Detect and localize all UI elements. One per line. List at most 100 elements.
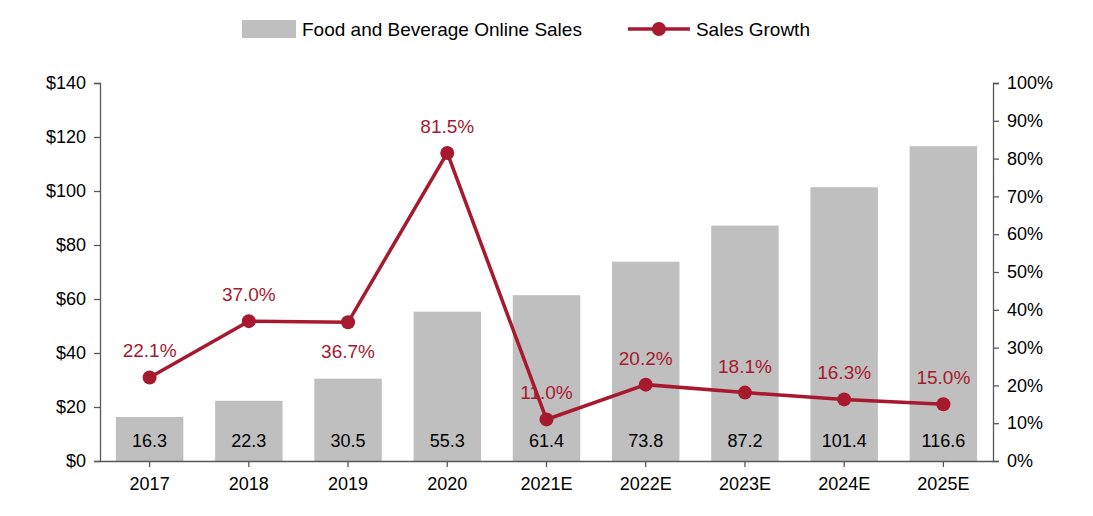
marker: [242, 314, 256, 328]
tick-label: 10%: [1007, 413, 1043, 433]
tick-mark: [94, 299, 100, 300]
tick-mark: [447, 461, 448, 467]
bar: [513, 295, 580, 461]
tick-mark: [149, 461, 150, 467]
tick-label: $120: [46, 127, 86, 147]
tick-mark: [993, 158, 999, 159]
line-label: 22.1%: [123, 340, 177, 361]
tick-label: $20: [56, 397, 86, 417]
axis-line: [994, 84, 1000, 462]
bar-label: 16.3: [132, 431, 167, 451]
tick-mark: [943, 461, 944, 467]
tick: 30%: [993, 338, 1043, 358]
marker: [639, 378, 653, 392]
x-axis: 20172018201920202021E2022E2023E2024E2025…: [101, 461, 994, 494]
line: [150, 153, 944, 419]
tick-label: 2023E: [719, 474, 771, 494]
legend-marker: [652, 22, 666, 36]
tick: $80: [56, 235, 100, 255]
tick-label: 2018: [229, 474, 269, 494]
tick-mark: [546, 461, 547, 467]
tick-label: 2017: [130, 474, 170, 494]
tick: $100: [46, 181, 100, 201]
tick-mark: [94, 461, 100, 462]
marker: [738, 386, 752, 400]
tick-mark: [993, 196, 999, 197]
marker: [936, 397, 950, 411]
tick-label: $140: [46, 73, 86, 93]
tick-mark: [993, 461, 999, 462]
tick: 20%: [993, 376, 1043, 396]
tick-mark: [645, 461, 646, 467]
legend-swatch: [242, 20, 296, 38]
tick: 2021E: [520, 461, 572, 494]
plot-area: [116, 146, 977, 461]
bar: [314, 379, 381, 461]
tick-label: 80%: [1007, 149, 1043, 169]
tick-mark: [347, 461, 348, 467]
tick-mark: [993, 83, 999, 84]
tick-mark: [993, 234, 999, 235]
tick-label: 60%: [1007, 224, 1043, 244]
tick: 2025E: [917, 461, 969, 494]
bar-label: 87.2: [727, 431, 762, 451]
tick: 50%: [993, 262, 1043, 282]
data-labels: 16.322.330.555.361.473.887.2101.4116.622…: [123, 116, 971, 451]
bar-label: 30.5: [331, 431, 366, 451]
tick-label: 2019: [328, 474, 368, 494]
tick: 70%: [993, 187, 1043, 207]
chart: 16.322.330.555.361.473.887.2101.4116.622…: [0, 0, 1093, 516]
tick-mark: [993, 347, 999, 348]
tick-mark: [993, 310, 999, 311]
line-label: 36.7%: [321, 341, 375, 362]
tick-label: 70%: [1007, 187, 1043, 207]
tick-label: 2020: [427, 474, 467, 494]
tick: 2017: [130, 461, 170, 494]
bar-label: 116.6: [922, 431, 966, 451]
bar-label: 101.4: [822, 431, 867, 451]
tick-label: 90%: [1007, 111, 1043, 131]
tick: $120: [46, 127, 100, 147]
tick-label: 0%: [1007, 451, 1033, 471]
tick: 90%: [993, 111, 1043, 131]
legend-item: Food and Beverage Online Sales: [242, 19, 582, 40]
bar: [910, 146, 977, 461]
tick: 2019: [328, 461, 368, 494]
bar: [215, 401, 282, 461]
tick-label: 2025E: [917, 474, 969, 494]
tick-label: 2024E: [818, 474, 870, 494]
tick-label: $0: [66, 451, 86, 471]
legend-label: Food and Beverage Online Sales: [302, 19, 582, 40]
tick-label: 30%: [1007, 338, 1043, 358]
tick: 60%: [993, 224, 1043, 244]
tick-mark: [94, 137, 100, 138]
tick-mark: [94, 245, 100, 246]
legend: Food and Beverage Online Sales Sales Grow…: [242, 19, 810, 40]
bar-label: 73.8: [628, 431, 663, 451]
tick: 40%: [993, 300, 1043, 320]
tick-label: 2021E: [520, 474, 572, 494]
bar-label: 61.4: [529, 431, 564, 451]
tick: 0%: [993, 451, 1033, 471]
tick-mark: [993, 385, 999, 386]
tick: $60: [56, 289, 100, 309]
bar: [116, 417, 183, 461]
tick-label: $40: [56, 343, 86, 363]
marker: [143, 370, 157, 384]
bar: [810, 187, 877, 461]
tick-label: 40%: [1007, 300, 1043, 320]
line-label: 20.2%: [619, 348, 673, 369]
y2-axis: 0%10%20%30%40%50%60%70%80%90%100%: [993, 73, 1053, 471]
legend-item: Sales Growth: [628, 19, 810, 40]
marker: [440, 146, 454, 160]
tick-mark: [993, 121, 999, 122]
tick-label: $60: [56, 289, 86, 309]
tick-mark: [844, 461, 845, 467]
tick-label: $80: [56, 235, 86, 255]
tick-label: 50%: [1007, 262, 1043, 282]
legend-label: Sales Growth: [696, 19, 810, 40]
tick-mark: [94, 83, 100, 84]
line-label: 11.0%: [520, 382, 573, 403]
marker: [341, 315, 355, 329]
line-label: 15.0%: [916, 367, 970, 388]
